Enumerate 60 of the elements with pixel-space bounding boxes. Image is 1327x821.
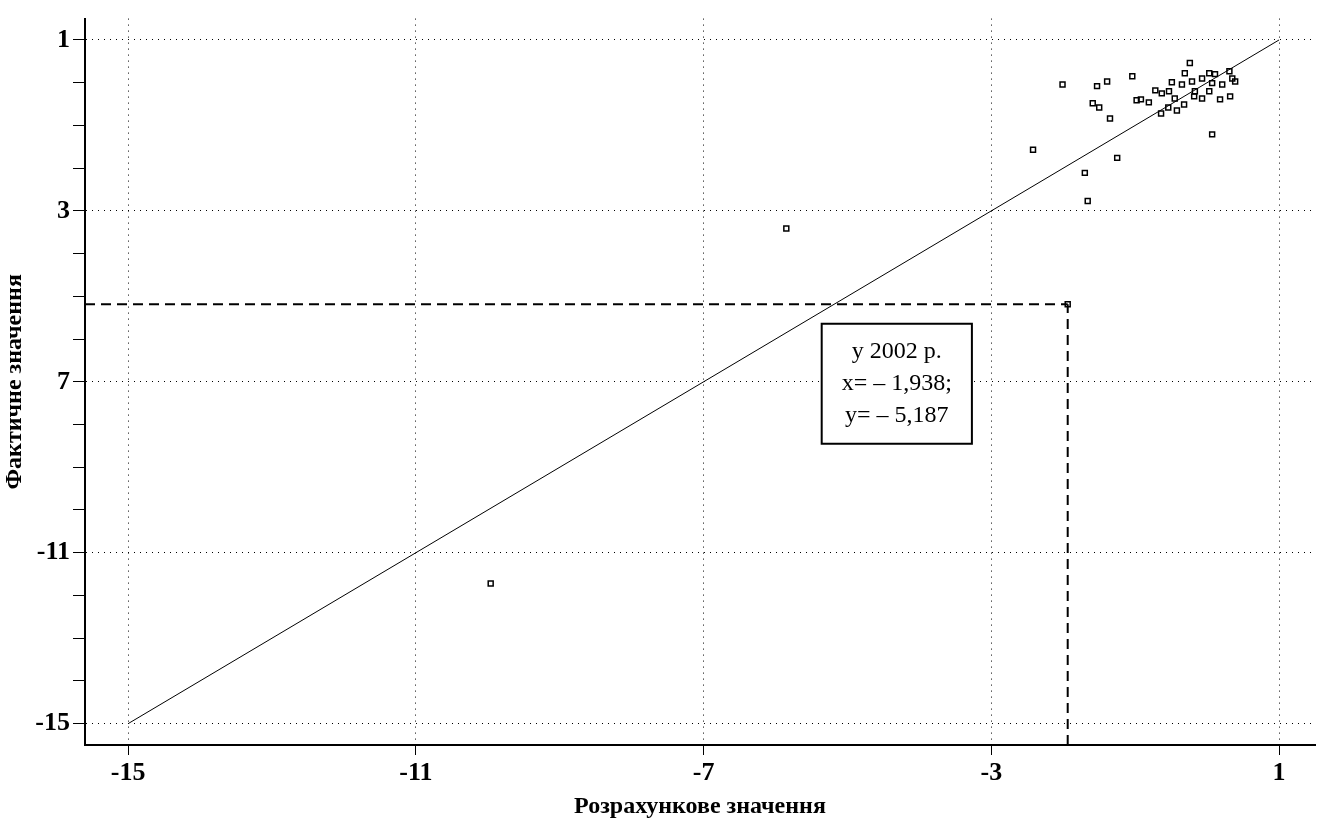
point: [1181, 70, 1189, 77]
point: [1178, 81, 1186, 88]
point: [1198, 75, 1206, 82]
point: [1226, 93, 1234, 100]
annotation: у 2002 р.: [851, 336, 942, 363]
point: [1064, 301, 1071, 308]
point: [1229, 75, 1236, 82]
point: [1095, 104, 1103, 111]
point: [1129, 73, 1136, 80]
point: [1231, 78, 1239, 85]
point: [1173, 107, 1181, 114]
point: [1029, 146, 1037, 153]
y-tick-label: 3: [57, 194, 70, 224]
y-tick-label: -15: [35, 707, 70, 737]
point: [1206, 70, 1213, 77]
point: [1190, 93, 1198, 100]
point: [1137, 96, 1145, 103]
x-tick-label: -11: [399, 757, 433, 787]
point: [1191, 88, 1199, 95]
point: [1152, 87, 1159, 94]
y-axis-title: Фактичне значення: [0, 274, 26, 490]
annotation: x= – 1,938;: [841, 368, 952, 395]
point: [1188, 78, 1196, 85]
point: [487, 580, 494, 587]
point: [1198, 95, 1206, 102]
point: [1206, 88, 1213, 95]
point: [1211, 70, 1219, 78]
point: [1081, 169, 1089, 177]
point: [1218, 81, 1226, 88]
y-tick-label: 7: [57, 365, 70, 395]
point: [1216, 96, 1224, 103]
point: [1158, 90, 1166, 97]
point: [1157, 110, 1165, 117]
y-tick-label: 1: [57, 23, 70, 53]
point: [1180, 101, 1188, 108]
point: [1059, 81, 1066, 88]
x-tick-label: -15: [110, 757, 146, 787]
point: [1093, 82, 1101, 90]
point: [1226, 67, 1233, 75]
x-tick-label: 1: [1272, 757, 1286, 787]
point: [1165, 88, 1173, 95]
point: [1113, 154, 1121, 162]
point: [1168, 79, 1176, 86]
point: [1171, 95, 1178, 102]
point: [1208, 131, 1216, 138]
point: [1208, 79, 1216, 87]
point: [1186, 59, 1194, 67]
point: [1145, 99, 1153, 106]
point: [1089, 99, 1096, 107]
point: [1106, 115, 1114, 122]
point: [1165, 104, 1172, 111]
x-tick-label: -7: [692, 757, 715, 787]
y-tick-label: -11: [36, 536, 70, 566]
annotation: y= – 5,187: [845, 400, 949, 427]
point: [1084, 197, 1091, 205]
point: [1103, 78, 1111, 85]
x-tick-label: -3: [980, 757, 1003, 787]
x-axis-title: Розрахункове значення: [574, 791, 826, 818]
point: [1133, 96, 1140, 104]
point: [783, 225, 790, 232]
